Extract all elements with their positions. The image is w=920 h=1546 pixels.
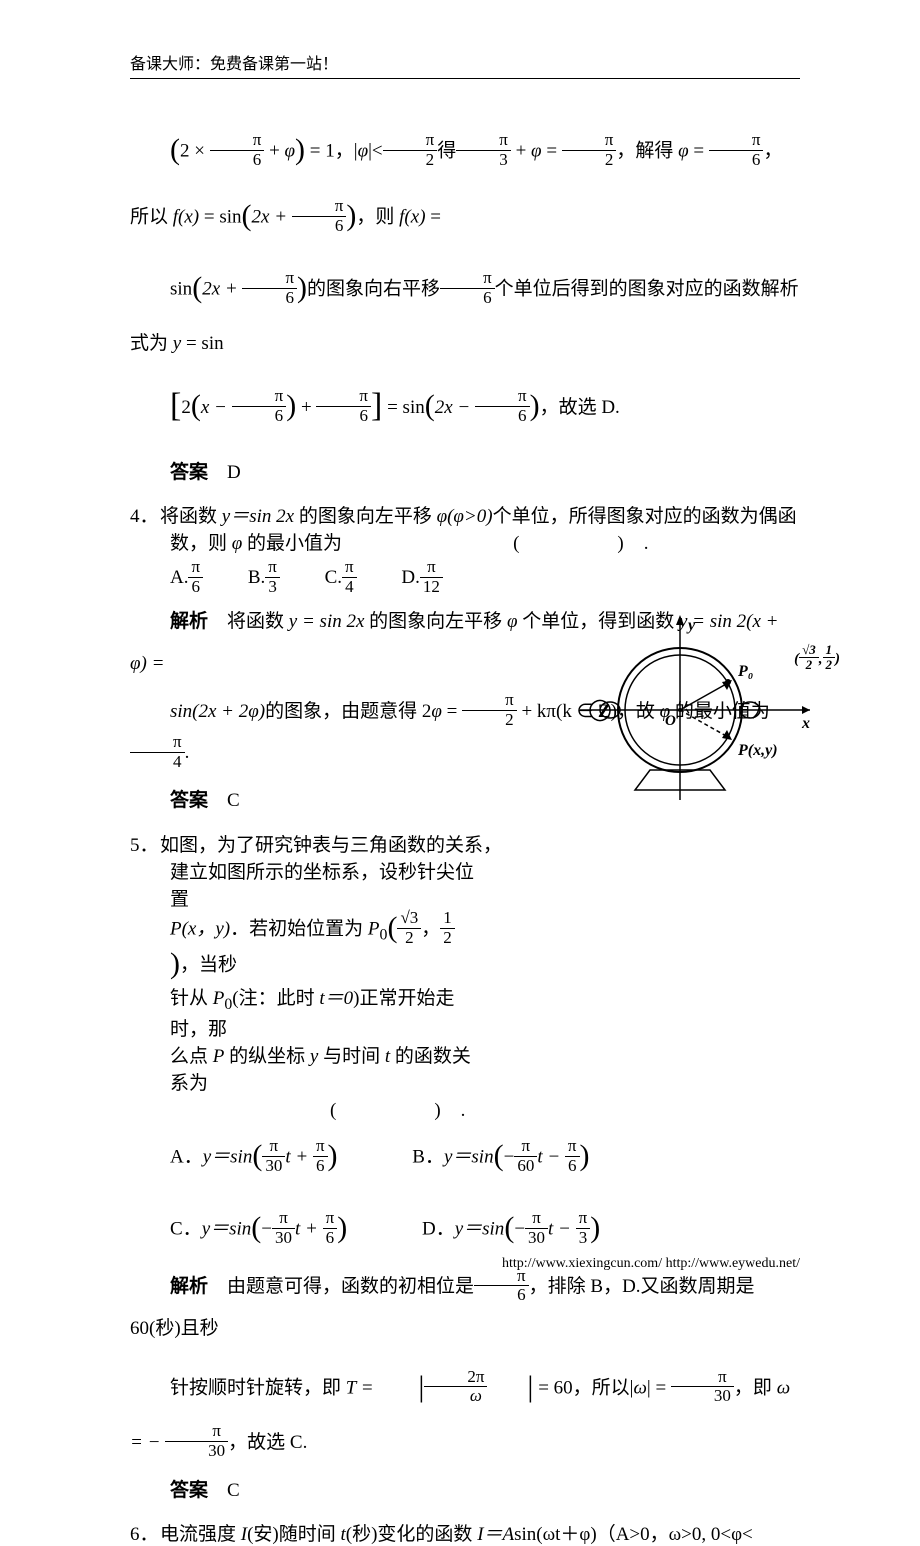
- q5-stem-line4: 针从 P0(注：此时 t＝0)正常开始走时，那: [130, 983, 480, 1041]
- q5-option-b: B．y＝sin(−π60t − π6): [412, 1122, 589, 1194]
- p0-label: P₀: [737, 663, 753, 680]
- page-footer: http://www.xiexingcun.com/ http://www.ey…: [502, 1256, 800, 1272]
- q5-options-row1: A．y＝sin(π30t + π6) B．y＝sin(−π60t − π6): [130, 1122, 800, 1194]
- q6-stem: 6．电流强度 I(安)随时间 t(秒)变化的函数 I＝Asin(ωt＋φ)（A>…: [130, 1519, 800, 1546]
- clock-figure: y x O P₀ P(x,y) (√32,12): [580, 610, 820, 810]
- q3-answer: 答案 D: [130, 452, 800, 494]
- q4-stem-line2: 数，则 φ 的最小值为 ( ).: [130, 528, 800, 555]
- q5-stem-line5: 么点 P 的纵坐标 y 与时间 t 的函数关系为: [130, 1041, 480, 1095]
- q5-option-c: C．y＝sin(−π30t + π6): [170, 1194, 347, 1266]
- origin-label: O: [665, 713, 676, 729]
- page-header: 备课大师：免费备课第一站！: [130, 50, 800, 74]
- q4-stem-line1: 4．将函数 y＝sin 2x 的图象向左平移 φ(φ>0)个单位，所得图象对应的…: [130, 501, 800, 528]
- q5-stem-line2: 建立如图所示的坐标系，设秒针尖位置: [130, 857, 480, 911]
- q4-option-d: D.π12: [401, 555, 442, 601]
- q3-line1: (2 × π6 + φ) = 1，|φ|<π2得π3 + φ = π2，解得 φ…: [130, 119, 800, 251]
- p0-coordinates: (√32,12): [794, 645, 840, 675]
- q5-choice-paren: ( ).: [130, 1095, 800, 1122]
- q4-option-a: A.π6: [170, 555, 203, 601]
- q4-option-c: C.π4: [325, 555, 357, 601]
- p-label: P(x,y): [737, 742, 778, 759]
- q3-line3: [2(x − π6) + π6] = sin(2x − π6)，故选 D.: [130, 371, 800, 446]
- q4-options: A.π6 B.π3 C.π4 D.π12: [130, 555, 800, 601]
- axis-y-label: y: [686, 617, 696, 634]
- q5-answer: 答案 C: [130, 1470, 800, 1512]
- q4-option-b: B.π3: [248, 555, 280, 601]
- q5-solution-line1: 解析 由题意可得，函数的初相位是π6，排除 B，D.又函数周期是 60(秒)且秒: [130, 1266, 800, 1350]
- q5-solution-line2: 针按顺时针旋转，即 T = |2πω| = 60，所以|ω| = π30，即 ω…: [130, 1356, 800, 1464]
- q5-stem-line1: 5．如图，为了研究钟表与三角函数的关系，: [130, 830, 800, 857]
- q3-line2: sin(2x + π6)的图象向右平移π6个单位后得到的图象对应的函数解析式为 …: [130, 257, 800, 365]
- header-rule: [130, 78, 800, 79]
- axis-x-label: x: [801, 715, 810, 732]
- q5-option-a: A．y＝sin(π30t + π6): [170, 1122, 338, 1194]
- q5-stem-line3: P(x，y)．若初始位置为 P0(√32，12)，当秒: [130, 911, 480, 983]
